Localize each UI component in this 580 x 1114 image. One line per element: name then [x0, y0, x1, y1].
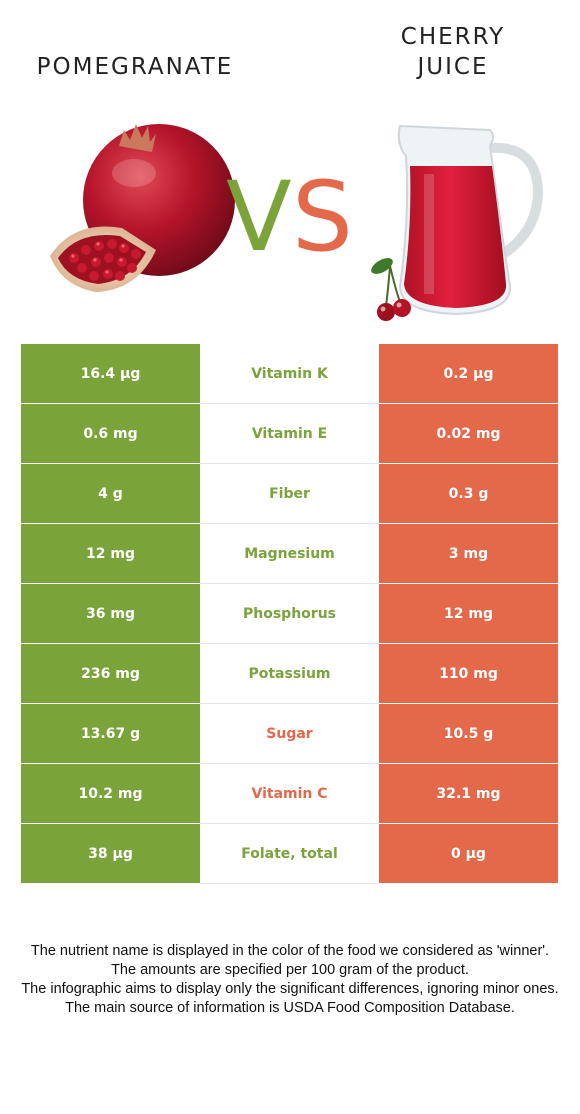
- left-value: 10.2 mg: [21, 764, 200, 824]
- nutrient-name: Vitamin C: [200, 764, 379, 823]
- footer-line-aim: The infographic aims to display only the…: [21, 981, 559, 997]
- left-food-title: POMEGRANATE: [36, 54, 234, 80]
- footer-line-source: The main source of information is USDA F…: [65, 1000, 515, 1016]
- table-row: 36 mg Phosphorus 12 mg: [21, 584, 558, 644]
- comparison-table: 16.4 µg Vitamin K 0.2 µg 0.6 mg Vitamin E 0.0…: [21, 344, 558, 884]
- nutrient-name: Folate, total: [200, 824, 379, 883]
- table-row: 16.4 µg Vitamin K 0.2 µg: [21, 344, 558, 404]
- nutrient-name: Vitamin K: [200, 344, 379, 403]
- left-value: 38 µg: [21, 824, 200, 884]
- table-row: 10.2 mg Vitamin C 32.1 mg: [21, 764, 558, 824]
- left-value: 12 mg: [21, 524, 200, 584]
- nutrient-name: Sugar: [200, 704, 379, 763]
- svg-text:V: V: [226, 168, 292, 258]
- header: POMEGRANATE CHERRY JUICE: [0, 0, 580, 340]
- left-value: 13.67 g: [21, 704, 200, 764]
- footer-line-amounts: The amounts are specified per 100 gram o…: [111, 962, 469, 978]
- footer-line-winner: The nutrient name is displayed in the co…: [30, 943, 550, 959]
- pomegranate-image: [50, 124, 235, 292]
- left-value: 4 g: [21, 464, 200, 524]
- svg-text:S: S: [292, 168, 353, 258]
- right-value: 10.5 g: [379, 704, 558, 764]
- right-value: 12 mg: [379, 584, 558, 644]
- nutrient-name: Vitamin E: [200, 404, 379, 463]
- right-value: 0 µg: [379, 824, 558, 884]
- footer-notes: The nutrient name is displayed in the co…: [18, 942, 562, 1018]
- right-value: 3 mg: [379, 524, 558, 584]
- right-food-title: CHERRY JUICE: [400, 24, 506, 80]
- left-value: 36 mg: [21, 584, 200, 644]
- right-value: 0.02 mg: [379, 404, 558, 464]
- left-value: 16.4 µg: [21, 344, 200, 404]
- nutrient-name: Phosphorus: [200, 584, 379, 643]
- left-value: 236 mg: [21, 644, 200, 704]
- right-value: 0.2 µg: [379, 344, 558, 404]
- left-value: 0.6 mg: [21, 404, 200, 464]
- table-row: 4 g Fiber 0.3 g: [21, 464, 558, 524]
- table-row: 0.6 mg Vitamin E 0.02 mg: [21, 404, 558, 464]
- right-value: 110 mg: [379, 644, 558, 704]
- nutrient-name: Magnesium: [200, 524, 379, 583]
- cherry-juice-image: [371, 124, 544, 321]
- right-value: 0.3 g: [379, 464, 558, 524]
- table-row: 13.67 g Sugar 10.5 g: [21, 704, 558, 764]
- vs-label: V S: [226, 168, 353, 258]
- table-row: 38 µg Folate, total 0 µg: [21, 824, 558, 884]
- table-row: 12 mg Magnesium 3 mg: [21, 524, 558, 584]
- table-row: 236 mg Potassium 110 mg: [21, 644, 558, 704]
- nutrient-name: Fiber: [200, 464, 379, 523]
- nutrient-name: Potassium: [200, 644, 379, 703]
- right-value: 32.1 mg: [379, 764, 558, 824]
